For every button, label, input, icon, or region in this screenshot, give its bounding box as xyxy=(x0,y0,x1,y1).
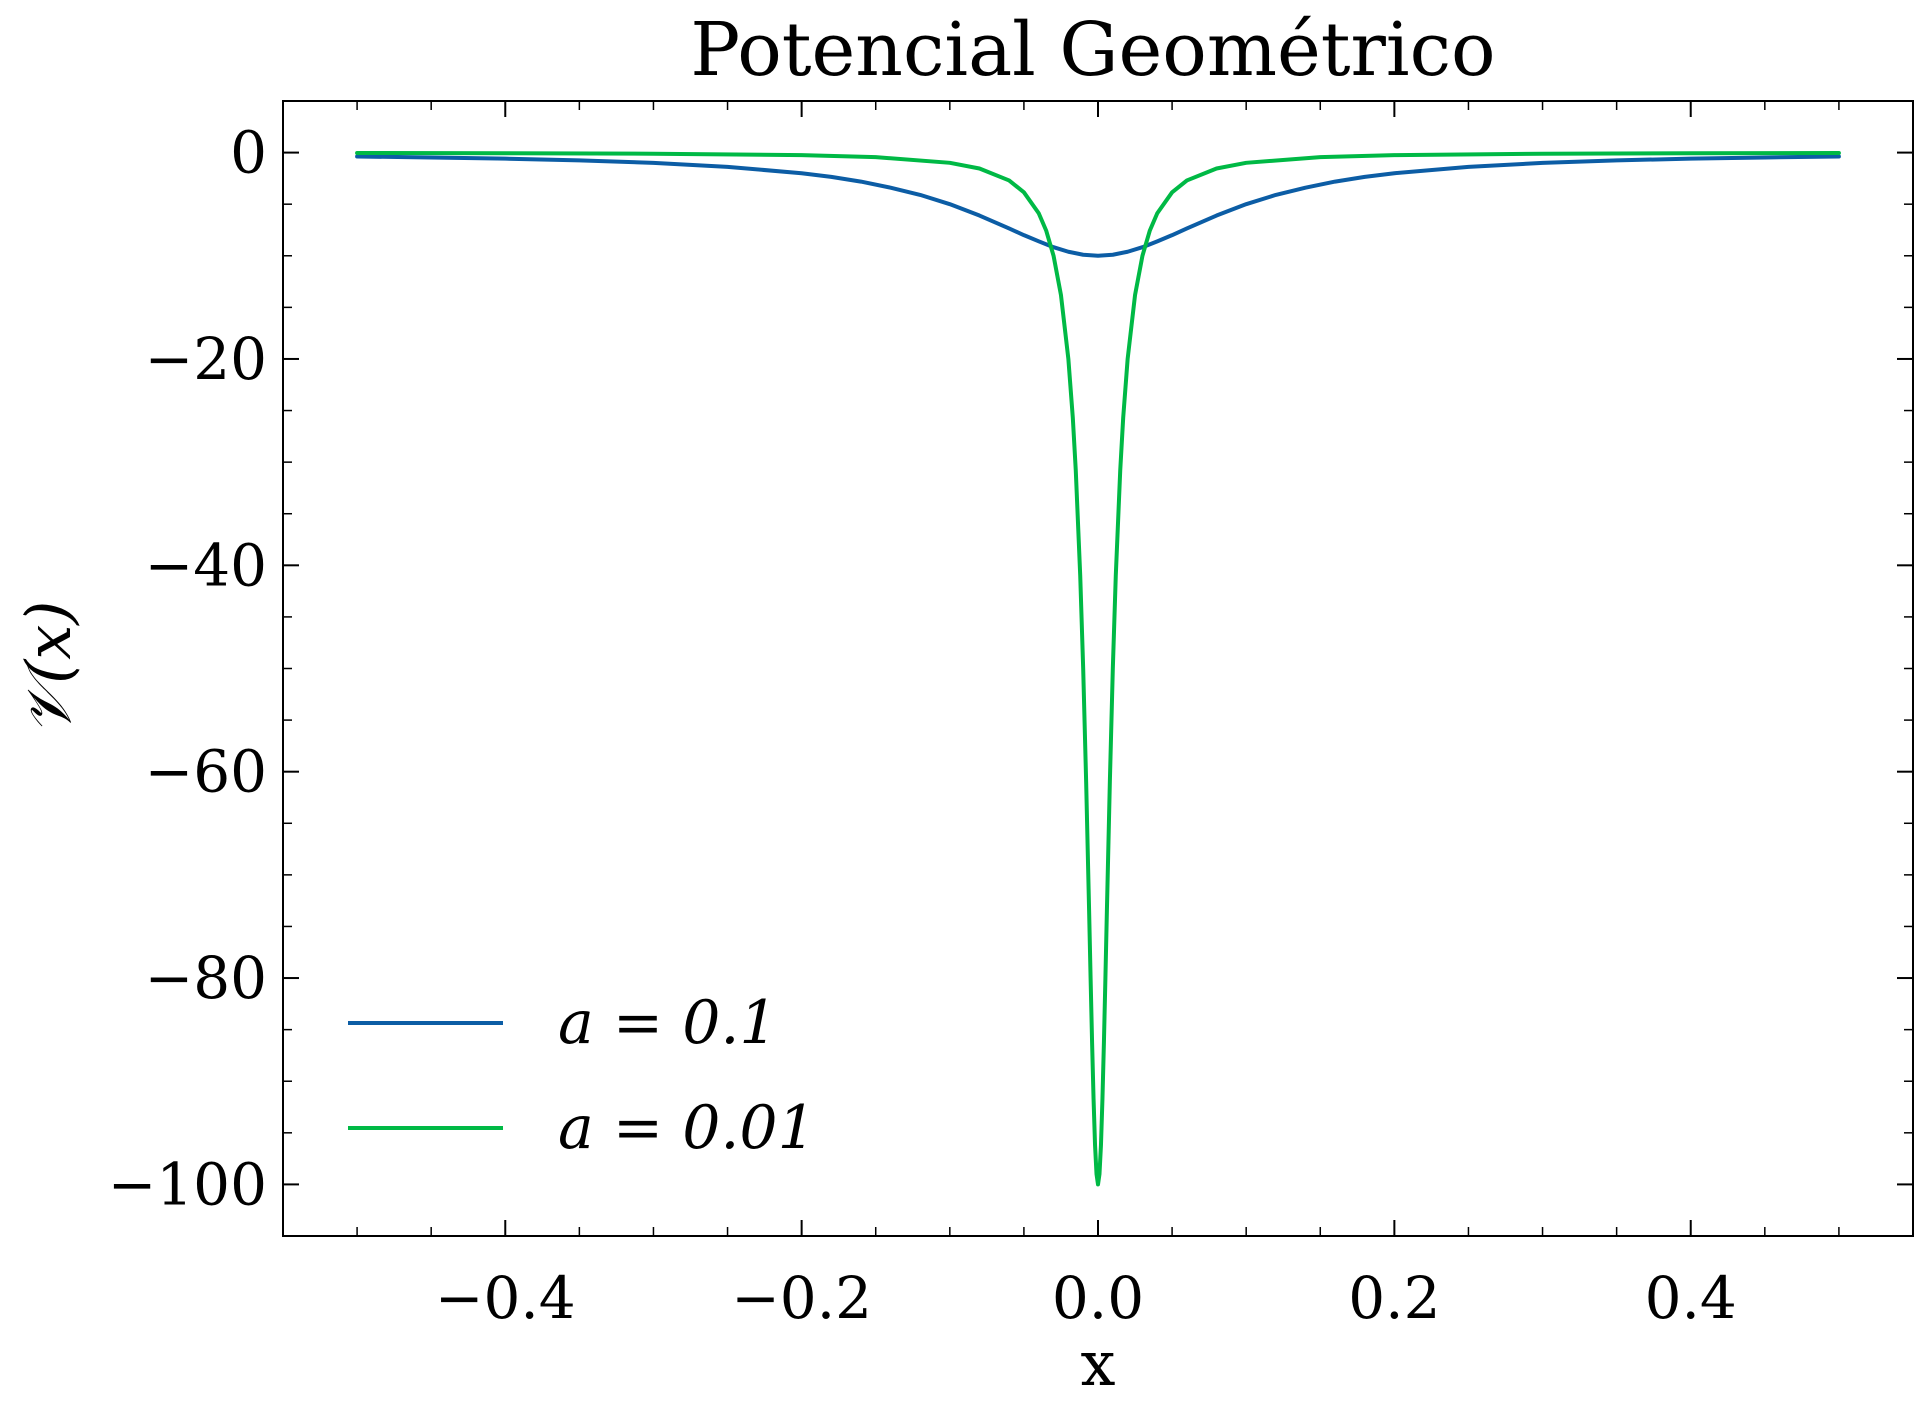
legend-label-series-2: a = 0.01 xyxy=(558,1093,816,1163)
x-tick-label: −0.2 xyxy=(731,1264,872,1332)
series-group xyxy=(355,151,1841,1187)
x-tick-label: −0.4 xyxy=(435,1264,576,1332)
y-tick-label: 0 xyxy=(230,119,267,187)
legend-label-series-1: a = 0.1 xyxy=(558,988,778,1058)
x-tick-label: 0.2 xyxy=(1348,1264,1440,1332)
y-tick-label: −60 xyxy=(145,738,267,806)
y-tick-label: −80 xyxy=(145,944,267,1012)
x-tick-label: 0.0 xyxy=(1052,1264,1144,1332)
y-tick-label: −100 xyxy=(108,1150,267,1218)
legend: a = 0.1 a = 0.01 xyxy=(348,988,816,1163)
plot-area: −0.4 −0.2 0.0 0.2 0.4 0 −20 −40 −60 −80 −100 xyxy=(108,100,1914,1332)
y-axis-ticks: 0 −20 −40 −60 −80 −100 xyxy=(108,100,1913,1237)
y-tick-label: −40 xyxy=(145,531,267,599)
chart-title: Potencial Geométrico xyxy=(690,7,1495,93)
y-axis-label: 𝒱(x) xyxy=(12,601,85,736)
series-line-1 xyxy=(355,154,1841,258)
x-tick-label: 0.4 xyxy=(1645,1264,1737,1332)
x-axis-ticks: −0.4 −0.2 0.0 0.2 0.4 xyxy=(356,101,1840,1332)
y-tick-label: −20 xyxy=(145,325,267,393)
series-line-2 xyxy=(355,151,1841,1187)
x-axis-label: x xyxy=(1081,1327,1116,1400)
